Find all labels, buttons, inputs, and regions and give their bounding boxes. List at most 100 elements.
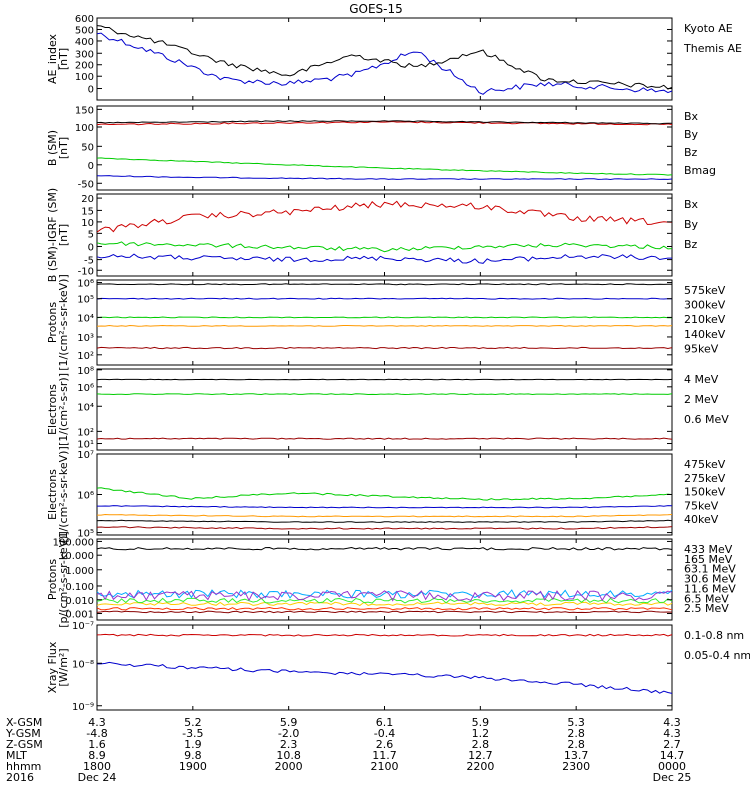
footer-value: -3.5 [182,727,203,740]
y-tick-label: 10⁷ [77,450,94,461]
legend-entry: 0.1-0.8 nm [684,629,744,642]
footer-value: 10.8 [276,749,301,762]
footer-value: -0.4 [374,727,395,740]
y-axis-label: AE_index [46,33,59,84]
y-tick-label: 20 [81,194,94,205]
y-tick-label: -5 [84,256,94,267]
y-tick-label: 10¹ [77,440,94,451]
legend-entry: 433 MeV [684,543,733,556]
y-tick-label: 10⁻⁸ [72,659,94,670]
panel-frame [96,279,673,366]
y-tick-label: -50 [78,179,94,190]
footer-value: 8.9 [88,749,106,762]
footer-row-label: 2016 [6,771,34,784]
y-axis-label: Protons [46,559,59,600]
footer-value: 12.7 [468,749,493,762]
series-line-95keV [96,283,673,286]
panel-frame [96,17,673,101]
panel-electrons2: 10⁷ 10⁶ 10⁵ Electrons[1/(cm²-s-sr-keV)] 475k… [46,446,726,543]
footer-value: -2.0 [278,727,299,740]
footer-value: 1900 [179,760,207,773]
footer-value: 5.9 [280,716,298,729]
y-tick-label: 10² [77,351,94,362]
series-line-11.6-MeV [96,589,673,599]
series-line-0.05-0.4-nm [97,661,673,694]
footer-value: 2.8 [567,727,585,740]
y-tick-label: 100 [75,72,94,83]
footer-value: Dec 25 [653,771,692,784]
y-tick-label: 100 [75,123,94,134]
y-axis-label: [nT] [57,224,70,246]
legend-entry: 140keV [684,328,726,341]
series-line-75keV [97,505,673,509]
plot-title: GOES-15 [349,2,403,16]
y-axis-label: [p/(cm²-s-sr-keV)] [57,531,70,628]
footer-value: 1.6 [88,738,106,751]
y-tick-label: -10 [78,266,94,277]
footer-value: 2200 [466,760,494,773]
y-tick-label: 10² [77,427,94,438]
y-tick-label: 0.010 [65,596,94,607]
series-line-63.1-MeV [96,601,673,606]
series-line-Bz [96,120,673,126]
series-line-30.6-MeV [96,597,673,604]
footer-row-label: MLT [6,749,27,762]
footer-value: 2.7 [663,738,681,751]
panel-frame [96,453,673,536]
y-tick-label: 400 [75,37,94,48]
legend-entry: By [684,218,699,231]
series-line-433-MeV [96,610,673,614]
footer-value: 1.2 [472,727,490,740]
y-tick-label: 5 [88,229,94,240]
y-axis-label: Protons [46,302,59,343]
footer-value: 9.8 [184,749,202,762]
series-line-475keV [96,526,673,530]
series-line-300keV [96,324,673,327]
series-line-575keV [96,346,673,350]
series-line-165-MeV [96,606,673,611]
legend-entry: 95keV [684,342,719,355]
legend-entry: 0.05-0.4 nm [684,649,750,662]
footer-value: 2000 [275,760,303,773]
series-line-Bx [96,175,673,181]
y-axis-label: B (SM) [46,130,59,166]
series-line-2-MeV [96,393,673,396]
y-tick-label: 10⁵ [77,529,94,540]
series-line-210keV [96,316,673,319]
y-axis-label: [nT] [57,48,70,70]
y-tick-label: 0 [88,242,94,253]
legend-entry: 300keV [684,299,726,312]
series-line-Bx [96,253,672,264]
y-tick-label: 1.000 [65,566,94,577]
y-tick-label: 500 [75,25,94,36]
footer-row-label: X-GSM [6,716,42,729]
y-tick-label: 150 [75,105,94,116]
footer-value: 13.7 [564,749,589,762]
legend-entry: Bz [684,146,698,159]
footer-value: 2.6 [376,738,394,751]
legend-entry: 75keV [684,499,719,512]
y-axis-label: Xray Flux [46,641,59,693]
footer-value: -4.8 [86,727,107,740]
y-axis-label: Electrons [46,469,59,520]
panel-protons2: 100.000 10.000 1.000 0.100 0.010 0.001 Protons… [46,531,736,628]
legend-entry: 4 MeV [684,373,719,386]
y-tick-label: 0 [88,161,94,172]
y-tick-label: 10⁶ [77,491,94,502]
panel-frame [96,368,673,451]
footer-value: 6.1 [376,716,394,729]
legend-entry: By [684,128,699,141]
series-line-Themis-AE [96,25,673,90]
legend-entry: 165 MeV [684,553,733,566]
y-tick-label: 300 [75,49,94,60]
footer-row-label: hhmm [6,760,41,773]
legend-entry: Bx [684,198,699,211]
panel-frame [96,624,673,711]
y-tick-label: 0 [88,85,94,96]
y-axis-label: B (SM)-IGRF (SM) [46,188,59,282]
y-axis-label: [W/m²] [57,648,70,686]
footer-value: 4.3 [663,727,681,740]
